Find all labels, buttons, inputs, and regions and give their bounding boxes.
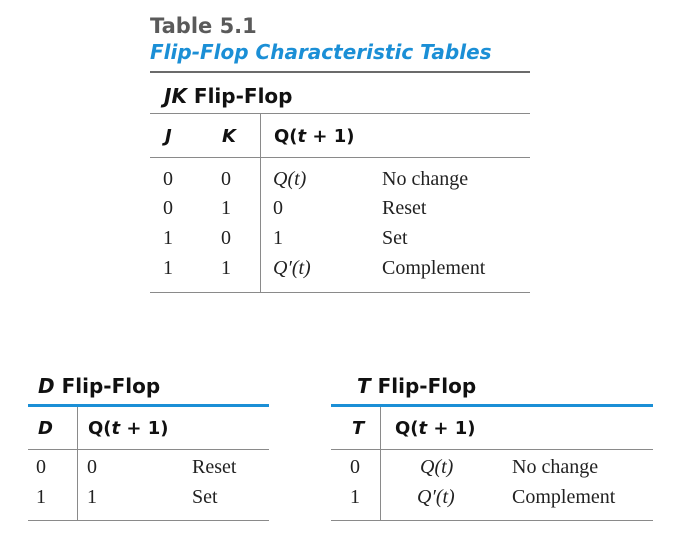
- d-header-q-post: + 1): [120, 418, 169, 439]
- t-header-q-t: t: [418, 418, 428, 439]
- d-header-d: D: [38, 418, 53, 439]
- t-header-t: T: [352, 418, 365, 439]
- d-table-name: D Flip-Flop: [38, 374, 160, 398]
- jk-header-q: Q(t + 1): [274, 126, 355, 147]
- jk-row3-desc: Set: [382, 227, 408, 249]
- jk-header-k: K: [222, 126, 236, 147]
- jk-table-bottom-rule: [150, 292, 530, 293]
- jk-name-rest: Flip-Flop: [186, 84, 293, 108]
- jk-name-italic: JK: [164, 84, 187, 108]
- t-row1-desc: No change: [512, 456, 599, 478]
- t-header-q: Q(t + 1): [395, 418, 476, 439]
- d-table-bottom-rule: [28, 520, 269, 521]
- jk-row2-desc: Reset: [382, 197, 427, 219]
- jk-header-top-rule: [150, 113, 530, 114]
- jk-row2-q: 0: [273, 197, 283, 219]
- t-header-bottom-rule: [331, 449, 653, 450]
- d-header-q-pre: Q(: [88, 418, 112, 439]
- jk-column-divider: [260, 114, 261, 292]
- d-column-divider: [77, 407, 78, 520]
- t-row1-t: 0: [350, 456, 360, 478]
- jk-table-name: JK Flip-Flop: [164, 84, 292, 108]
- d-row1-q: 0: [87, 456, 97, 478]
- jk-row4-desc: Complement: [382, 257, 486, 279]
- d-name-rest: Flip-Flop: [54, 374, 161, 398]
- jk-row1-j: 0: [163, 168, 173, 190]
- jk-row2-k: 1: [221, 197, 231, 219]
- t-row2-q: Q′(t): [417, 486, 455, 508]
- table-number: Table 5.1: [150, 14, 257, 38]
- t-name-italic: T: [357, 374, 371, 398]
- jk-header-q-t: t: [297, 126, 307, 147]
- table-title: Flip-Flop Characteristic Tables: [150, 40, 492, 64]
- t-table-top-rule: [331, 404, 653, 407]
- jk-header-q-pre: Q(: [274, 126, 298, 147]
- jk-row1-k: 0: [221, 168, 231, 190]
- d-table-top-rule: [28, 404, 269, 407]
- jk-row3-q: 1: [273, 227, 283, 249]
- jk-row2-j: 0: [163, 197, 173, 219]
- t-column-divider: [380, 407, 381, 520]
- d-header-q-t: t: [111, 418, 121, 439]
- jk-row3-k: 0: [221, 227, 231, 249]
- t-table-bottom-rule: [331, 520, 653, 521]
- jk-header-bottom-rule: [150, 157, 530, 158]
- t-table-name: T Flip-Flop: [357, 374, 476, 398]
- t-row2-t: 1: [350, 486, 360, 508]
- d-header-bottom-rule: [28, 449, 269, 450]
- d-row2-q: 1: [87, 486, 97, 508]
- d-row2-d: 1: [36, 486, 46, 508]
- t-row2-desc: Complement: [512, 486, 616, 508]
- d-row1-desc: Reset: [192, 456, 237, 478]
- t-header-q-post: + 1): [427, 418, 476, 439]
- jk-row4-j: 1: [163, 257, 173, 279]
- t-row1-q: Q(t): [420, 456, 454, 478]
- d-name-italic: D: [38, 374, 55, 398]
- d-header-q: Q(t + 1): [88, 418, 169, 439]
- jk-row4-k: 1: [221, 257, 231, 279]
- jk-row1-desc: No change: [382, 168, 469, 190]
- d-row1-d: 0: [36, 456, 46, 478]
- t-name-rest: Flip-Flop: [370, 374, 477, 398]
- jk-header-j: J: [165, 126, 172, 147]
- d-row2-desc: Set: [192, 486, 218, 508]
- jk-header-q-post: + 1): [306, 126, 355, 147]
- t-header-q-pre: Q(: [395, 418, 419, 439]
- jk-table-top-rule: [150, 71, 530, 73]
- jk-row1-q: Q(t): [273, 168, 307, 190]
- jk-row4-q: Q′(t): [273, 257, 311, 279]
- jk-row3-j: 1: [163, 227, 173, 249]
